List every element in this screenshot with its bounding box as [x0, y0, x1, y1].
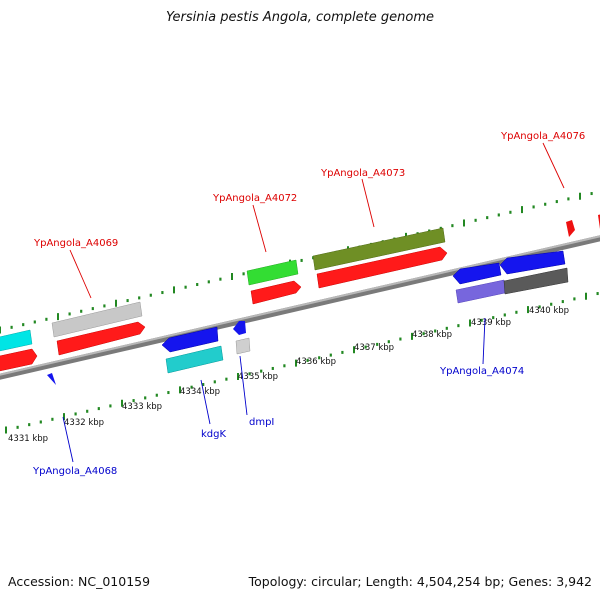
gene-label[interactable]: YpAngola_A4076 — [500, 131, 585, 142]
gene-feature-blue[interactable] — [161, 326, 219, 353]
gene-label[interactable]: YpAngola_A4073 — [320, 168, 405, 179]
label-leaders — [62, 142, 565, 463]
gene-feature-dark-gray[interactable] — [503, 267, 569, 295]
gene-feature-blue[interactable] — [47, 373, 56, 385]
tick-labels: 4331 kbp 4332 kbp 4333 kbp 4334 kbp 4335… — [8, 306, 569, 444]
accession-text: Accession: NC_010159 — [8, 574, 151, 589]
gene-label[interactable]: kdgK — [201, 429, 226, 440]
leader-line — [69, 249, 92, 299]
gene-feature-red[interactable] — [316, 246, 448, 289]
gene-feature-blue[interactable] — [452, 262, 502, 285]
tick-label: 4332 kbp — [64, 418, 104, 428]
tick-label: 4331 kbp — [8, 434, 48, 444]
gene-label[interactable]: YpAngola_A4072 — [212, 193, 297, 204]
tick-label: 4333 kbp — [122, 402, 162, 412]
gene-feature-cyan[interactable] — [165, 345, 224, 374]
gene-feature-blue[interactable] — [499, 250, 566, 275]
leader-line — [252, 204, 267, 253]
tick-label: 4334 kbp — [180, 387, 220, 397]
gene-labels: YpAngola_A4069 YpAngola_A4072 YpAngola_A… — [32, 131, 585, 477]
leader-line — [542, 142, 565, 189]
gene-feature-cyan[interactable] — [0, 329, 33, 352]
leader-line — [239, 355, 248, 416]
gene-feature-blue[interactable] — [233, 321, 246, 335]
gene-label[interactable]: YpAngola_A4074 — [439, 366, 524, 377]
tick-label: 4339 kbp — [471, 318, 511, 328]
gene-feature-red[interactable] — [250, 280, 302, 305]
lower-tick-track — [5, 292, 599, 434]
leader-line — [482, 317, 486, 365]
gene-label[interactable]: YpAngola_A4068 — [32, 466, 117, 477]
tick-label: 4338 kbp — [412, 330, 452, 340]
tick-label: 4337 kbp — [354, 343, 394, 353]
gene-features — [0, 214, 600, 385]
genome-backbone-highlight — [0, 235, 600, 376]
gene-feature-red[interactable] — [0, 348, 38, 372]
leader-line — [200, 379, 211, 425]
tick-label: 4340 kbp — [529, 306, 569, 316]
tick-label: 4336 kbp — [296, 357, 336, 367]
gene-feature-gray[interactable] — [235, 337, 251, 355]
map-title: Yersinia pestis Angola, complete genome — [166, 10, 434, 25]
tick-label: 4335 kbp — [238, 372, 278, 382]
gene-feature-gray[interactable] — [51, 301, 143, 338]
gene-feature-olive[interactable] — [312, 227, 446, 271]
gene-label[interactable]: dmpI — [249, 417, 274, 428]
gene-feature-green[interactable] — [246, 259, 299, 286]
gene-feature-red[interactable] — [56, 321, 146, 356]
leader-line — [361, 178, 375, 228]
gene-label[interactable]: YpAngola_A4069 — [33, 238, 118, 249]
gene-feature-red[interactable] — [566, 220, 575, 237]
topology-text: Topology: circular; Length: 4,504,254 bp… — [248, 574, 592, 589]
leader-line — [62, 416, 74, 463]
